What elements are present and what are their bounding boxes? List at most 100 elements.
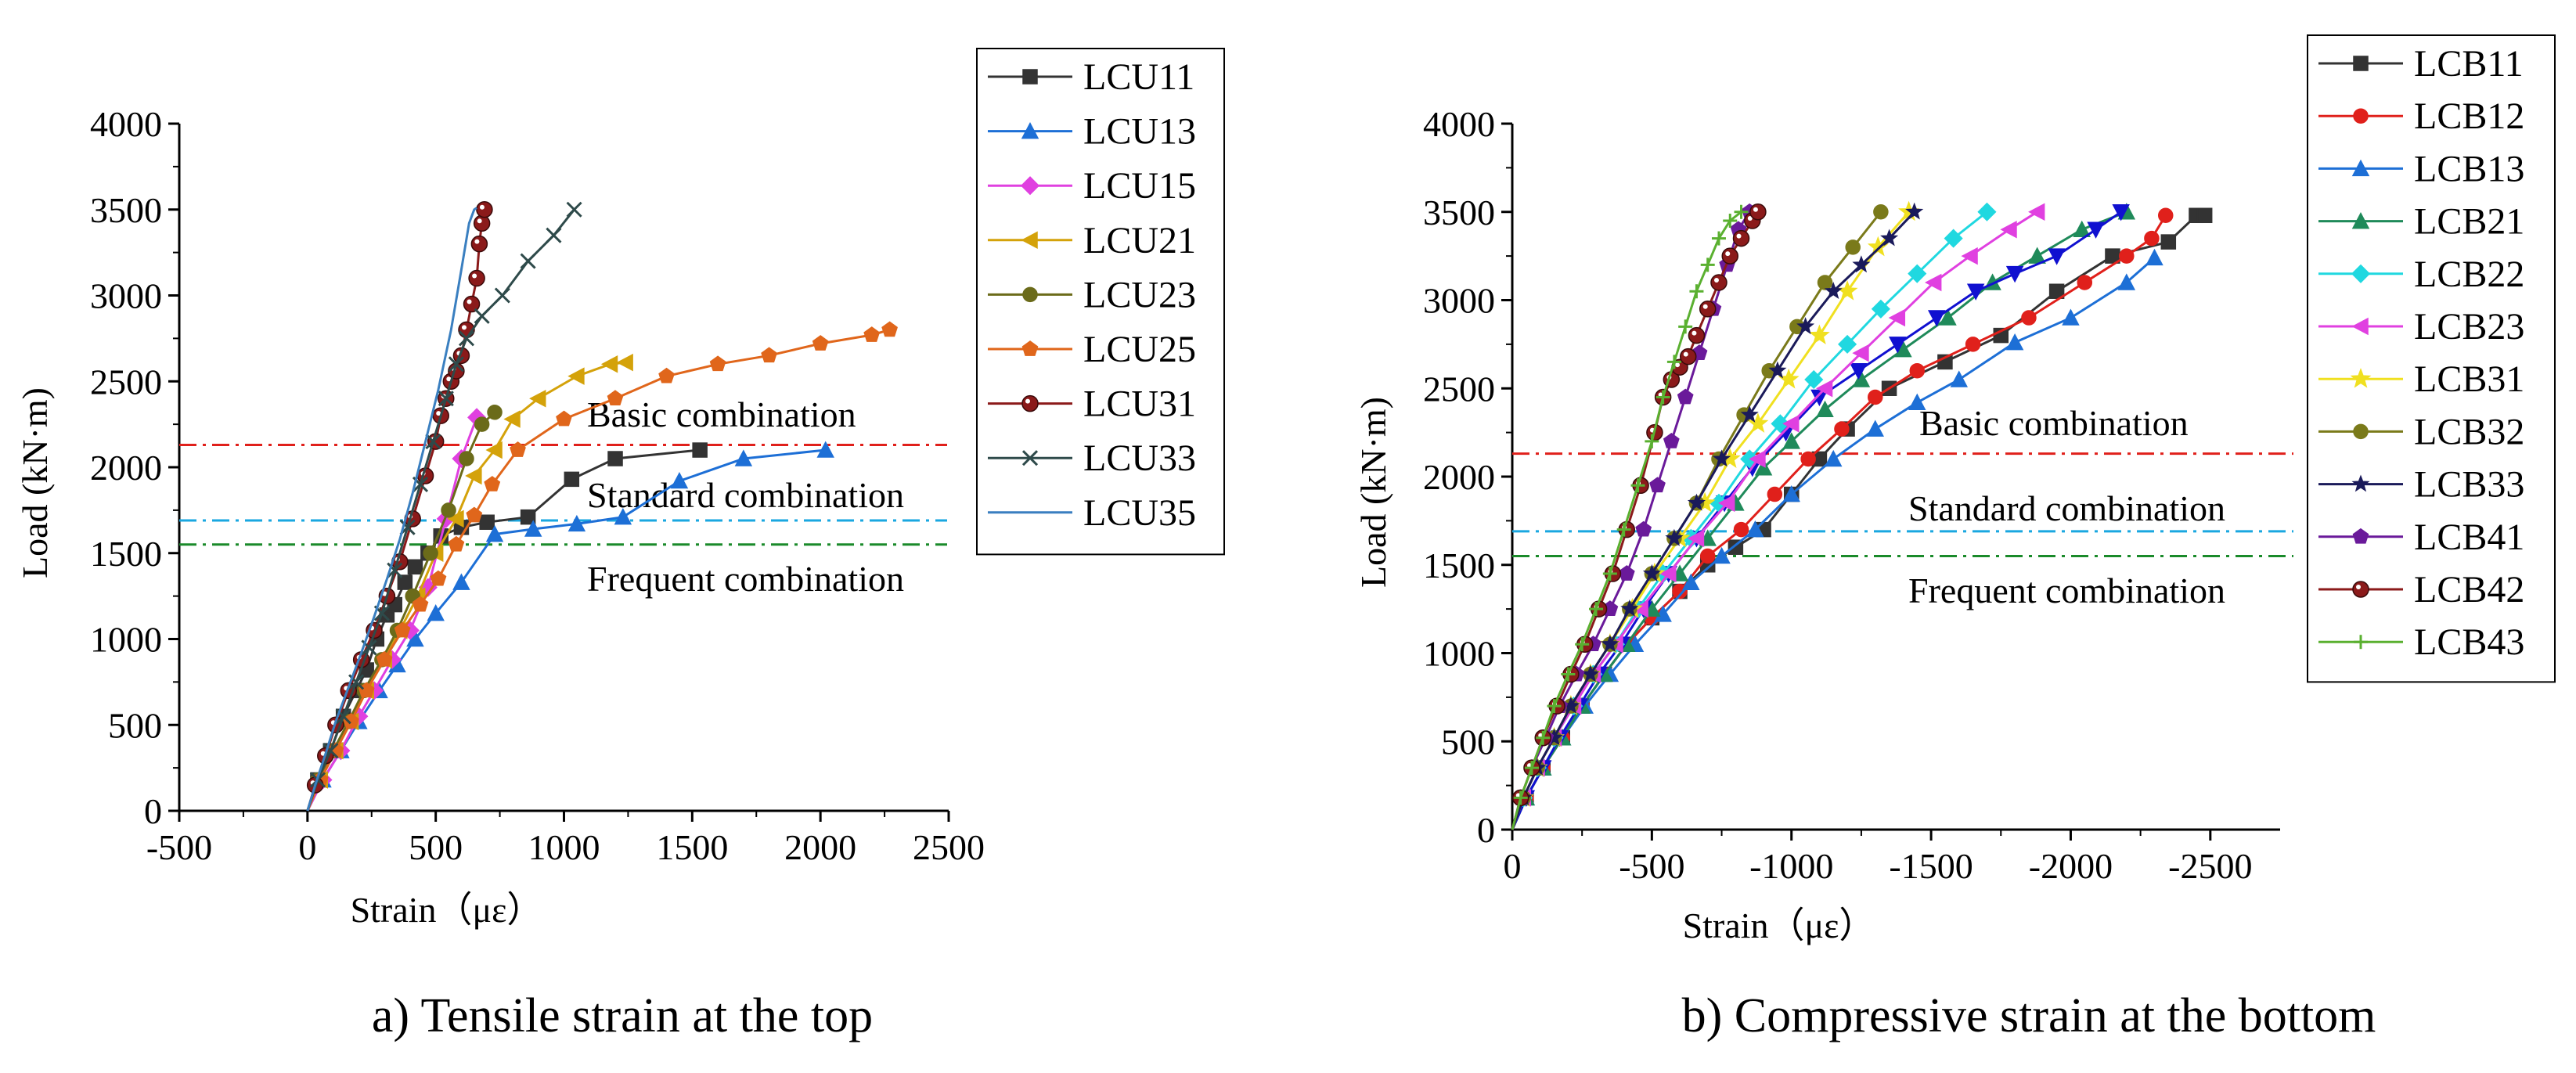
data-point: [1679, 347, 1697, 365]
data-point: [1620, 599, 1639, 617]
data-point: [1524, 761, 1539, 776]
data-point: [466, 506, 483, 523]
chart-caption: b) Compressive strain at the bottom: [1682, 989, 2376, 1042]
data-point: [1866, 419, 1884, 437]
data-point: [1710, 274, 1728, 291]
y-tick-label: 3000: [90, 276, 162, 316]
data-point: [1965, 337, 1981, 352]
data-point: [1944, 229, 1963, 248]
legend-item: LCB32: [2318, 411, 2524, 452]
data-point: [1699, 301, 1717, 318]
legend-item: LCB42: [2318, 569, 2524, 610]
legend-marker: [2352, 581, 2369, 598]
reference-line-label: Basic combination: [587, 394, 856, 434]
x-axis-label: Strain（με）: [1683, 906, 1875, 945]
data-point: [881, 321, 898, 337]
data-point: [1700, 257, 1715, 272]
data-point: [1880, 229, 1899, 247]
legend-marker: [2353, 423, 2369, 440]
legend-label: LCB23: [2414, 306, 2524, 347]
legend-label: LCB21: [2414, 201, 2524, 243]
data-point: [1767, 486, 1783, 502]
data-point: [1561, 667, 1576, 682]
data-point: [1616, 522, 1631, 537]
data-point: [1908, 393, 1926, 411]
legend-marker: [1020, 176, 1040, 196]
legend-marker: [2353, 56, 2369, 71]
data-point: [709, 355, 726, 372]
data-point: [494, 287, 510, 304]
data-point: [1649, 477, 1666, 493]
data-point: [1687, 493, 1706, 511]
legend-marker: [2350, 368, 2372, 388]
data-point: [1939, 308, 1957, 326]
data-point: [607, 390, 624, 406]
data-point: [1699, 548, 1716, 564]
data-point: [529, 389, 546, 408]
legend-label: LCU13: [1083, 111, 1196, 153]
data-point: [1824, 282, 1843, 300]
data-point: [425, 434, 441, 450]
y-tick-label: 500: [1441, 722, 1495, 762]
data-point: [473, 214, 491, 232]
data-point: [2196, 207, 2213, 224]
data-point: [1834, 421, 1850, 437]
data-point: [394, 621, 411, 638]
data-point: [1852, 255, 1871, 273]
data-point: [607, 451, 623, 466]
legend-item: LCB21: [2318, 201, 2524, 243]
data-point: [2028, 203, 2045, 221]
legend-box: [976, 48, 1225, 556]
series-line: [306, 207, 477, 812]
legend-item: LCU15: [988, 165, 1196, 207]
legend-label: LCU23: [1083, 274, 1196, 315]
legend-label: LCB12: [2414, 95, 2524, 137]
data-point: [1966, 283, 1985, 301]
data-point: [1581, 664, 1600, 682]
y-tick-label: 0: [144, 791, 162, 831]
data-point: [1678, 319, 1693, 334]
data-point: [1749, 450, 1766, 468]
series-line: [306, 448, 826, 812]
y-tick-label: 1000: [90, 620, 162, 660]
data-point: [812, 335, 829, 351]
data-point: [1977, 202, 1997, 221]
data-point: [474, 416, 490, 432]
data-point: [761, 347, 777, 363]
data-point: [2005, 333, 2024, 351]
x-tick-label: -500: [1619, 846, 1684, 886]
data-point: [1575, 637, 1590, 652]
data-point: [524, 520, 542, 537]
legend-label: LCU15: [1083, 165, 1196, 207]
data-point: [1908, 264, 1927, 283]
data-point: [1713, 546, 1731, 564]
reference-line-label: Standard combination: [587, 475, 904, 515]
legend-marker: [2351, 264, 2371, 283]
x-tick-label: 0: [298, 827, 316, 867]
data-point: [1734, 204, 1749, 219]
chart-caption: a) Tensile strain at the top: [372, 989, 873, 1042]
data-point: [816, 441, 834, 458]
series-lcu25: [306, 321, 898, 812]
data-point: [1796, 317, 1815, 335]
data-point: [468, 269, 485, 287]
x-tick-label: -2500: [2168, 846, 2252, 886]
chart-panel-b: 0 500 1000 1500 2000 2500 3000 3500 4000 0 -500 -10…: [1353, 34, 2556, 1042]
data-point: [1642, 564, 1661, 582]
series-line: [1511, 211, 1742, 830]
data-point: [546, 227, 562, 243]
data-point: [1889, 337, 1907, 354]
legend-marker: [2352, 527, 2369, 544]
data-point: [1602, 567, 1617, 582]
data-point: [479, 514, 495, 530]
legend-item: LCB33: [2318, 464, 2524, 506]
data-point: [567, 514, 586, 532]
data-point: [1871, 299, 1890, 319]
series-lcu35: [306, 207, 477, 812]
data-point: [1850, 362, 1868, 380]
data-point: [2112, 204, 2130, 221]
data-point: [1659, 564, 1677, 583]
data-point: [1601, 635, 1619, 653]
data-point: [1665, 528, 1684, 546]
